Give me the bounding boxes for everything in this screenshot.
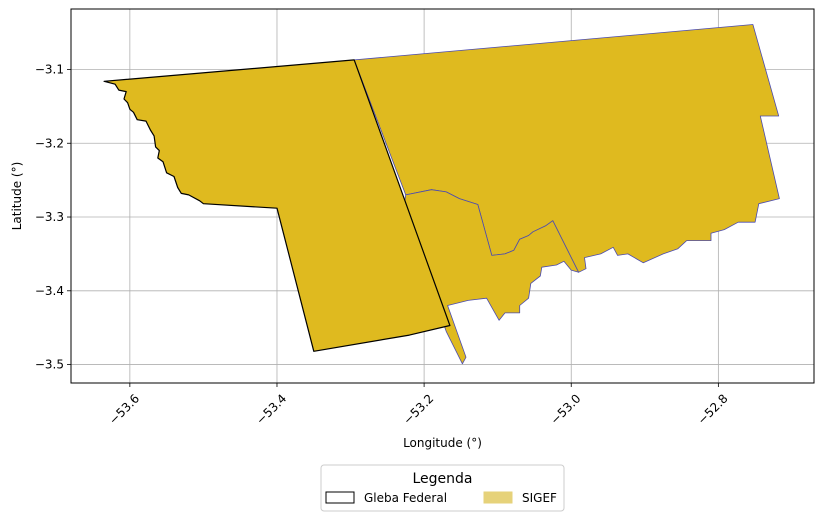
y-tick-label-1: −3.2: [35, 136, 64, 150]
x-tick-label-0: −53.6: [106, 391, 142, 427]
legend-swatch-gleba-federal: [325, 491, 355, 504]
x-tick-label-2: −53.2: [401, 391, 437, 427]
x-tick-label-4: −52.8: [695, 391, 731, 427]
x-axis-label: Longitude (°): [403, 436, 482, 450]
legend-label-gleba-federal: Gleba Federal: [364, 491, 447, 505]
legend: Legenda Gleba Federal SIGEF: [320, 464, 565, 512]
polygon-gleba-federal-2-0: [103, 59, 451, 352]
legend-title: Legenda: [412, 471, 472, 487]
y-tick-label-2: −3.3: [35, 210, 64, 224]
y-tick-label-0: −3.1: [35, 62, 64, 76]
x-tick-label-3: −53.0: [548, 391, 584, 427]
legend-swatch-sigef: [483, 491, 513, 504]
y-tick-label-3: −3.4: [35, 284, 64, 298]
plot-frame: [70, 8, 815, 384]
x-tick-label-1: −53.4: [253, 391, 289, 427]
map-polygons: [103, 24, 780, 365]
legend-label-sigef: SIGEF: [522, 491, 557, 505]
y-tick-label-4: −3.5: [35, 358, 64, 372]
y-axis-label: Latitude (°): [10, 162, 24, 231]
